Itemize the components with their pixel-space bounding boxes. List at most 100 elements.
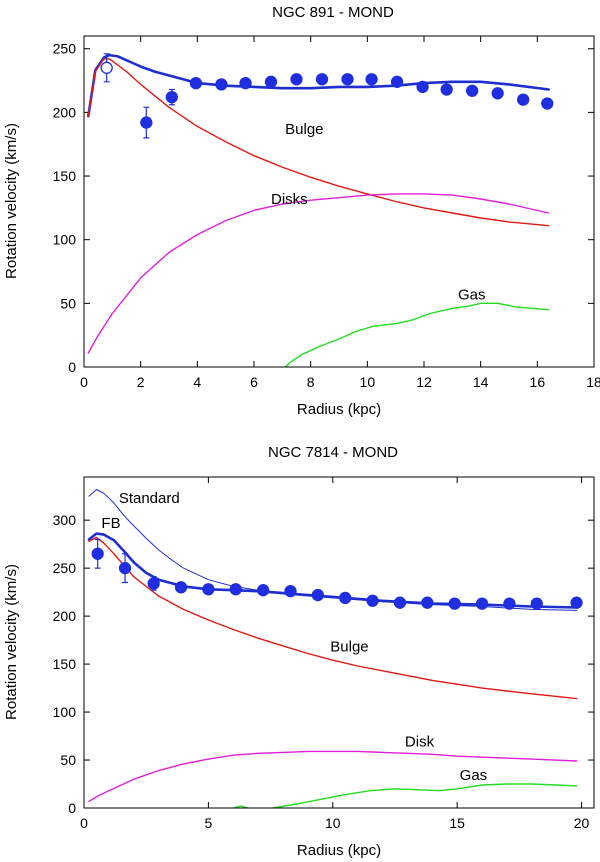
x-tick-label: 14 xyxy=(473,374,489,390)
data-point xyxy=(140,116,153,129)
x-tick-label: 10 xyxy=(325,815,341,831)
data-point-open xyxy=(100,61,113,74)
x-axis-label: Radius (kpc) xyxy=(297,842,381,859)
x-tick-label: 0 xyxy=(80,815,88,831)
data-point xyxy=(503,597,516,610)
data-point xyxy=(390,75,404,88)
curve-label: Bulge xyxy=(285,121,323,138)
y-axis-label: Rotation velocity (km/s) xyxy=(3,564,20,720)
data-point xyxy=(440,83,453,96)
data-point xyxy=(393,596,407,609)
chart-title: NGC 891 - MOND xyxy=(272,4,394,21)
curve-labels-layer: Standard FB Bulge Disk Gas xyxy=(101,490,487,784)
data-point xyxy=(448,597,461,610)
data-point xyxy=(189,76,203,90)
plot-frame xyxy=(83,35,595,368)
chart-title: NGC 7814 - MOND xyxy=(268,444,398,461)
data-point xyxy=(339,591,352,605)
x-tick-label: 4 xyxy=(193,374,201,390)
data-point xyxy=(91,547,104,560)
data-point xyxy=(416,80,429,94)
data-point xyxy=(174,581,188,594)
data-point xyxy=(315,73,329,86)
x-tick-label: 18 xyxy=(586,374,600,390)
chart-panel-ngc7814: NGC 7814 - MOND 0 5 10 15 200501001502002503… xyxy=(3,444,595,859)
series-line-total xyxy=(87,53,550,118)
series-line-bulge xyxy=(88,536,578,700)
x-tick-label: 2 xyxy=(137,374,145,390)
data-point xyxy=(517,93,530,106)
series-layer xyxy=(87,53,550,367)
data-point xyxy=(541,97,554,110)
data-point xyxy=(475,597,489,610)
x-tick-label: 12 xyxy=(416,374,432,390)
data-point xyxy=(570,596,583,609)
data-points-layer xyxy=(100,53,554,139)
x-tick-label: 8 xyxy=(307,374,315,390)
series-line-disk xyxy=(88,750,578,802)
curve-label: Disk xyxy=(405,734,435,751)
data-point xyxy=(284,585,297,598)
y-tick-label: 0 xyxy=(68,800,76,816)
curve-label: Gas xyxy=(458,287,486,304)
x-axis-label: Radius (kpc) xyxy=(297,401,381,418)
series-line-bulge xyxy=(87,58,550,227)
data-point xyxy=(165,90,178,104)
x-tick-label: 5 xyxy=(204,815,212,831)
x-tick-label: 0 xyxy=(80,374,88,390)
x-tick-label: 15 xyxy=(449,815,465,831)
series-line-gas-blip xyxy=(232,805,249,808)
y-tick-label: 50 xyxy=(60,752,76,768)
data-point xyxy=(256,584,270,597)
y-tick-label: 250 xyxy=(53,41,77,57)
y-tick-label: 150 xyxy=(53,168,77,184)
data-point xyxy=(366,594,379,607)
data-points-layer xyxy=(91,538,583,610)
data-point xyxy=(229,583,242,596)
data-point xyxy=(264,75,278,88)
series-line-fb xyxy=(87,532,578,609)
data-point xyxy=(530,597,543,610)
data-point xyxy=(466,84,479,97)
y-tick-label: 150 xyxy=(53,656,77,672)
data-point xyxy=(147,577,160,590)
y-tick-label: 100 xyxy=(53,704,77,720)
x-tick-label: 6 xyxy=(250,374,258,390)
y-tick-label: 300 xyxy=(53,512,77,528)
data-point xyxy=(239,76,252,90)
plot-frame xyxy=(83,476,595,809)
data-point xyxy=(341,73,354,86)
data-point xyxy=(290,73,303,86)
chart-panel-ngc891: NGC 891 - MOND 0 2 4 6 8 10 12 14 16 18 0 50 100 150 2… xyxy=(3,4,600,418)
data-point xyxy=(491,87,504,100)
curve-labels-layer: Bulge Disks Gas xyxy=(271,121,486,304)
y-tick-label: 0 xyxy=(68,359,76,375)
x-tick-label: 16 xyxy=(530,374,546,390)
data-point xyxy=(311,588,325,602)
data-point xyxy=(118,561,132,575)
y-tick-label: 50 xyxy=(60,295,76,311)
series-line-gas xyxy=(272,783,578,808)
data-point xyxy=(215,78,228,91)
series-line-gas xyxy=(284,302,550,367)
y-tick-label: 200 xyxy=(53,104,77,120)
y-tick-label: 100 xyxy=(53,232,77,248)
series-line-disks xyxy=(87,193,550,354)
x-tick-label: 10 xyxy=(360,374,376,390)
curve-label: Standard xyxy=(119,490,180,507)
curve-label: Disks xyxy=(271,191,308,208)
x-tick-label: 20 xyxy=(574,815,590,831)
data-point xyxy=(421,596,434,609)
axis-ticks: 0 2 4 6 8 10 12 14 16 18 0 50 100 150 200 250 xyxy=(53,36,600,390)
data-point xyxy=(202,583,215,596)
data-point xyxy=(365,73,378,86)
curve-label: FB xyxy=(101,515,120,532)
series-line-standard xyxy=(88,489,578,611)
y-axis-label: Rotation velocity (km/s) xyxy=(3,123,20,279)
y-tick-label: 250 xyxy=(53,560,77,576)
curve-label: Bulge xyxy=(330,639,368,656)
y-tick-label: 200 xyxy=(53,608,77,624)
curve-label: Gas xyxy=(460,767,488,784)
